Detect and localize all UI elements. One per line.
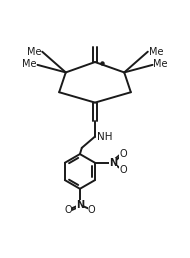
Text: N: N [76, 200, 84, 210]
Text: Me: Me [27, 47, 41, 57]
Text: Me: Me [149, 47, 163, 57]
Text: NH: NH [97, 132, 112, 142]
Text: O: O [120, 149, 127, 159]
Text: N: N [109, 158, 117, 168]
Text: O: O [120, 165, 127, 175]
Text: O: O [64, 205, 72, 215]
Text: Me: Me [154, 60, 168, 69]
Text: Me: Me [22, 60, 36, 69]
Text: O: O [88, 205, 96, 215]
